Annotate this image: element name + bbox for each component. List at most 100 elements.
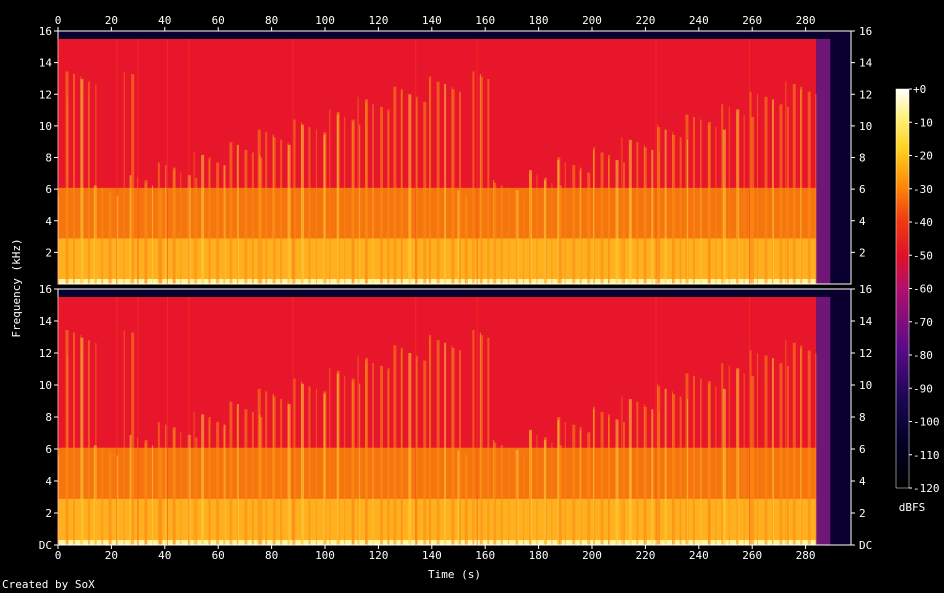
spectrogram-texture xyxy=(172,170,175,284)
spectrogram-texture xyxy=(721,104,724,285)
spectrogram-texture xyxy=(159,450,162,545)
spectrogram-texture xyxy=(692,117,695,285)
spectrogram-texture xyxy=(587,432,591,545)
spectrogram-texture xyxy=(779,104,783,285)
x-tick-label: 40 xyxy=(158,14,171,27)
y-tick-label: 2 xyxy=(45,246,52,259)
spectrogram-texture xyxy=(323,134,326,284)
spectrogram-texture xyxy=(523,455,525,545)
spectrogram-texture xyxy=(579,170,581,284)
y-tick-label: 6 xyxy=(859,443,866,456)
spectrogram-texture xyxy=(265,132,268,284)
y-tick-label: 8 xyxy=(45,152,52,165)
spectrogram-texture xyxy=(408,94,412,284)
spectrogram-texture xyxy=(308,127,311,284)
x-tick-label: 260 xyxy=(742,14,762,27)
spectrogram-texture xyxy=(757,353,759,545)
spectrogram-texture xyxy=(600,152,604,284)
spectrogram-texture xyxy=(244,409,248,545)
colorbar: +0 -10 -20 -30 -40 -50 -60 -70 -80 -90 -100 -110 -12… xyxy=(895,83,940,514)
spectrogram-texture xyxy=(685,373,689,545)
spectrogram-texture xyxy=(658,411,660,545)
spectrogram-texture xyxy=(229,401,233,545)
spectrogram-texture xyxy=(344,376,346,545)
colorbar-tick-label: -100 xyxy=(913,416,940,429)
spectrogram-texture xyxy=(679,137,682,284)
spectrogram-texture xyxy=(315,129,317,284)
spectrogram-texture xyxy=(351,122,354,284)
spectrogram-texture xyxy=(479,335,483,545)
spectrogram-texture xyxy=(451,347,455,545)
y-tick-label: 10 xyxy=(39,120,52,133)
spectrogram-texture xyxy=(372,104,374,285)
spectrogram-texture xyxy=(523,195,525,284)
colorbar-tick-label: -10 xyxy=(913,116,933,129)
spectrogram-texture xyxy=(165,424,167,545)
spectrogram-texture xyxy=(551,182,553,284)
spectrogram-fade xyxy=(816,297,831,545)
spectrogram-texture xyxy=(700,119,702,284)
spectrogram-texture xyxy=(387,370,389,545)
spectrogram-texture xyxy=(244,149,248,284)
spectrogram-texture xyxy=(493,182,497,284)
colorbar-tick-label: -20 xyxy=(913,150,933,163)
spectrogram-texture xyxy=(721,363,724,545)
spectrogram-texture xyxy=(636,401,639,545)
spectrogram-texture xyxy=(129,175,132,284)
spectrogram-texture xyxy=(216,162,220,284)
spectrogram-texture xyxy=(792,84,796,284)
channel-2-spectrogram xyxy=(57,288,852,546)
spectrogram-texture xyxy=(444,342,447,545)
spectrogram-texture xyxy=(380,365,384,545)
spectrogram-texture xyxy=(543,180,546,284)
y-tick-label: 2 xyxy=(45,507,52,520)
spectrogram-texture xyxy=(195,437,198,545)
spectrogram-texture xyxy=(551,442,553,545)
spectrogram-texture xyxy=(359,383,361,545)
spectrogram-texture xyxy=(108,452,112,545)
spectrogram-texture xyxy=(351,381,354,545)
spectrogram-texture xyxy=(464,195,468,284)
spectrogram-texture xyxy=(687,139,689,284)
x-tick-label: 20 xyxy=(105,14,118,27)
spectrogram-texture xyxy=(785,340,787,545)
spectrogram-texture xyxy=(257,129,261,284)
x-tick-label: 40 xyxy=(158,549,171,562)
spectrogram-texture xyxy=(129,434,132,545)
spectrogram-texture xyxy=(743,114,745,285)
spectrogram-texture xyxy=(807,91,811,284)
spectrogram-texture xyxy=(72,332,75,545)
x-tick-label: 140 xyxy=(422,549,442,562)
spectrogram-texture xyxy=(557,160,560,284)
spectrogram-texture xyxy=(707,124,710,284)
spectrogram-texture xyxy=(144,182,147,284)
spectrogram-texture xyxy=(807,350,811,545)
spectrogram-texture xyxy=(208,160,210,284)
spectrogram-texture xyxy=(157,422,160,545)
spectrogram-texture xyxy=(380,106,384,285)
spectrogram-texture xyxy=(751,376,755,545)
x-tick-label: 220 xyxy=(635,549,655,562)
spectrogram-texture xyxy=(208,419,210,545)
spectrogram-texture xyxy=(223,427,225,545)
spectrogram-texture xyxy=(692,376,695,545)
spectrogram-texture xyxy=(472,329,475,545)
spectrogram-texture xyxy=(423,360,427,545)
spectrogram-texture xyxy=(67,96,69,284)
spectrogram-texture xyxy=(543,440,546,545)
y-tick-label: 4 xyxy=(859,215,866,228)
spectrogram-texture xyxy=(193,411,195,545)
colorbar-tick-label: -40 xyxy=(913,216,933,229)
spectrogram-texture xyxy=(515,192,518,284)
spectrogram-texture xyxy=(195,177,198,284)
spectrogram-texture xyxy=(229,142,233,284)
y-tick-label: DC xyxy=(859,539,872,552)
spectrogram-texture xyxy=(329,109,331,285)
spectrogram-texture xyxy=(137,177,139,284)
y-tick-label: 16 xyxy=(39,283,52,296)
spectrogram-texture xyxy=(216,422,220,545)
spectrogram-texture xyxy=(657,386,661,545)
y-tick-label: 10 xyxy=(859,379,872,392)
y-tick-label: 12 xyxy=(39,88,52,101)
spectrogram-texture xyxy=(300,383,304,545)
